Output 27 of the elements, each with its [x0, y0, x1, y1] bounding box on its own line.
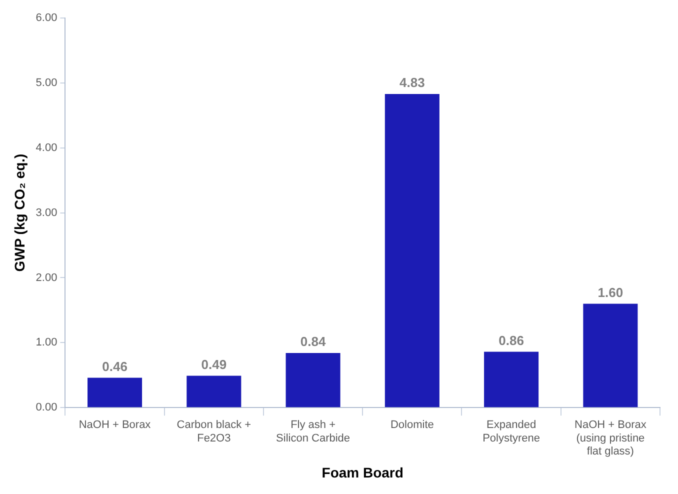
data-label: 1.60 [598, 284, 624, 300]
data-label: 0.46 [102, 358, 128, 374]
data-label: 0.84 [300, 334, 326, 350]
y-axis-title: GWP (kg CO₂ eq.) [11, 154, 28, 272]
y-tick-label: 0.00 [36, 402, 58, 414]
y-tick-label: 1.00 [36, 336, 58, 349]
bar [484, 352, 539, 408]
data-label: 0.86 [498, 332, 524, 348]
data-label: 0.49 [201, 356, 227, 372]
bar [583, 304, 638, 408]
y-tick-label: 5.00 [36, 76, 58, 89]
y-tick-label: 6.00 [36, 12, 58, 24]
bar [186, 376, 242, 408]
y-tick-label: 2.00 [36, 272, 58, 284]
y-tick-label: 4.00 [36, 142, 58, 154]
x-tick-label: Carbon black + Fe2O3 [176, 419, 252, 444]
x-tick-label: Dolomite [390, 419, 434, 432]
x-tick-label: NaOH + Borax [78, 419, 152, 432]
x-axis-title: Foam Board [322, 464, 404, 480]
y-tick-label: 3.00 [36, 206, 58, 219]
x-tick-label: NaOH + Borax (using pristine flat glass) [574, 419, 647, 458]
data-label: 4.83 [400, 75, 425, 90]
bar [384, 94, 440, 408]
bar [286, 353, 340, 408]
x-tick-label: Fly ash + Silicon Carbide [276, 419, 350, 444]
x-tick-label: Expanded Polystyrene [482, 419, 540, 444]
bar [88, 378, 142, 408]
